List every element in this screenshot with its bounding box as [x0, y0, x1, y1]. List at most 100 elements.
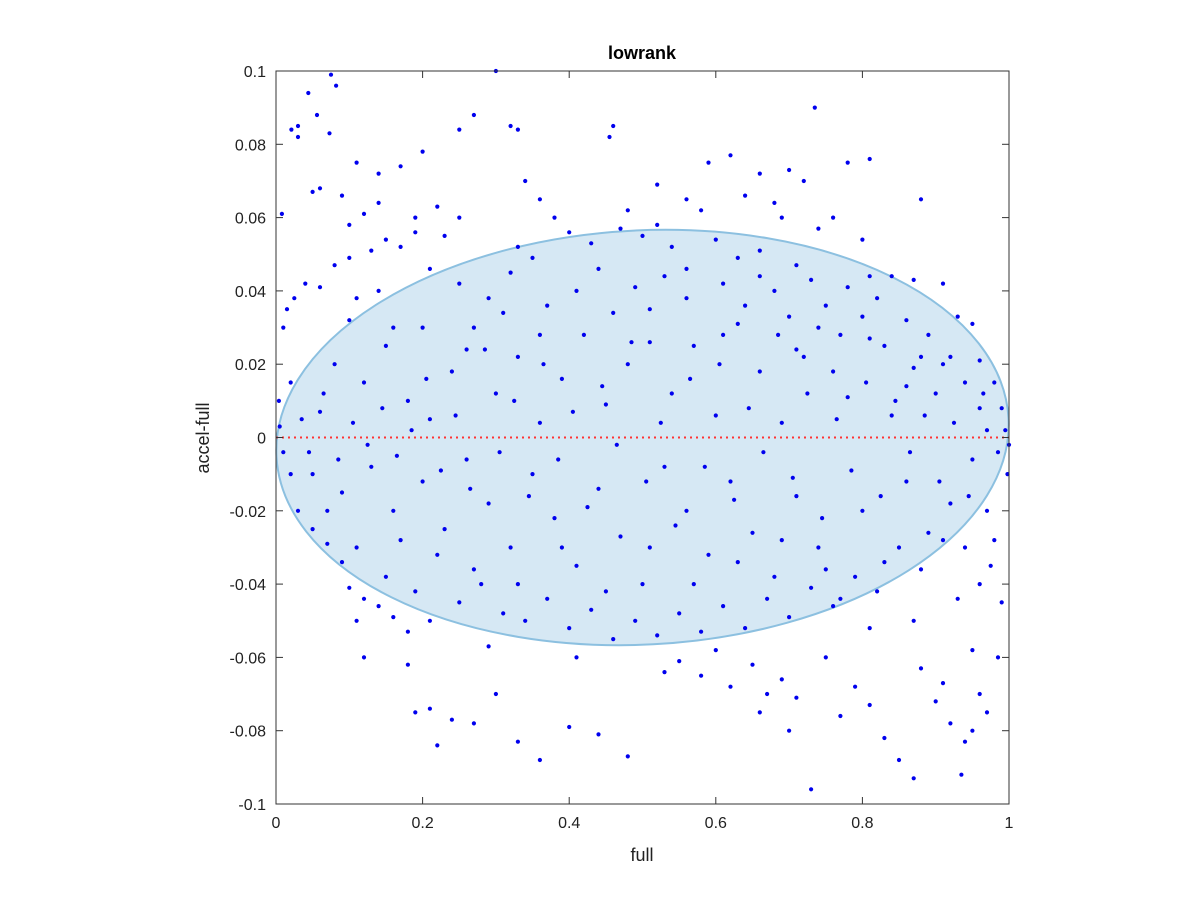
- data-point: [776, 332, 781, 337]
- data-point: [779, 538, 784, 543]
- data-point: [794, 347, 799, 352]
- data-point: [409, 428, 414, 433]
- data-point: [882, 735, 887, 741]
- data-point: [772, 288, 777, 293]
- data-point: [618, 226, 623, 231]
- data-point: [867, 156, 872, 162]
- data-point: [435, 204, 440, 209]
- data-point: [537, 332, 543, 337]
- data-point: [596, 266, 601, 271]
- data-point: [940, 362, 946, 367]
- data-point: [787, 615, 792, 620]
- data-point: [728, 684, 733, 689]
- data-point: [405, 398, 410, 403]
- data-point: [691, 582, 696, 587]
- y-tick-label: 0.1: [244, 64, 266, 81]
- data-point: [926, 332, 931, 337]
- data-point: [699, 629, 704, 634]
- data-point: [493, 391, 498, 396]
- data-point: [383, 343, 388, 348]
- data-point: [288, 472, 293, 477]
- data-point: [673, 523, 678, 528]
- data-point: [699, 673, 704, 678]
- y-tick-label: 0: [257, 431, 266, 448]
- data-point: [457, 281, 462, 286]
- data-point: [918, 567, 924, 572]
- data-point: [816, 226, 821, 231]
- data-point: [889, 413, 894, 418]
- data-point: [992, 380, 997, 385]
- y-tick-label: -0.08: [230, 724, 267, 741]
- data-point: [984, 428, 990, 433]
- data-point: [457, 600, 462, 605]
- data-point: [413, 215, 418, 220]
- data-point: [526, 494, 532, 499]
- data-point: [317, 186, 323, 191]
- data-point: [334, 83, 339, 88]
- data-point: [486, 296, 491, 301]
- data-point: [831, 604, 836, 609]
- data-point: [867, 274, 872, 279]
- x-axis-label: full: [630, 845, 653, 865]
- data-point: [893, 398, 898, 403]
- data-point: [911, 776, 916, 781]
- data-point: [940, 281, 946, 286]
- data-point: [508, 270, 513, 275]
- x-tick-label: 0.6: [705, 815, 727, 832]
- data-point: [420, 479, 425, 484]
- data-point: [706, 552, 711, 557]
- data-point: [995, 655, 1001, 660]
- data-point: [369, 248, 374, 253]
- data-point: [717, 362, 722, 367]
- data-point: [721, 604, 726, 609]
- data-point: [574, 288, 579, 293]
- data-point: [688, 376, 693, 381]
- data-point: [574, 563, 579, 568]
- data-point: [614, 442, 619, 447]
- data-point: [453, 413, 458, 418]
- data-point: [677, 611, 682, 616]
- data-point: [882, 343, 887, 348]
- data-point: [746, 406, 751, 411]
- data-point: [339, 560, 345, 565]
- data-point: [845, 160, 850, 165]
- data-point: [691, 343, 696, 348]
- data-point: [471, 721, 476, 726]
- data-point: [911, 618, 916, 623]
- data-point: [457, 127, 462, 132]
- data-point: [831, 369, 836, 374]
- data-point: [940, 538, 946, 543]
- data-point: [757, 369, 762, 374]
- data-point: [471, 567, 476, 572]
- data-point: [611, 310, 616, 315]
- data-point: [721, 332, 726, 337]
- data-point: [787, 314, 792, 319]
- data-point: [486, 644, 491, 649]
- data-point: [545, 303, 550, 308]
- data-point: [442, 527, 447, 532]
- data-point: [809, 787, 814, 792]
- data-point: [281, 325, 286, 330]
- y-tick-label: 0.04: [235, 284, 266, 301]
- data-point: [655, 633, 660, 638]
- data-point: [361, 380, 367, 385]
- data-point: [805, 391, 810, 396]
- y-tick-label: 0.08: [235, 137, 266, 154]
- data-point: [398, 244, 403, 249]
- data-point: [556, 457, 561, 462]
- data-point: [361, 596, 367, 601]
- data-point: [289, 127, 294, 132]
- data-point: [922, 413, 927, 418]
- data-point: [918, 354, 924, 359]
- data-point: [325, 541, 330, 546]
- data-point: [420, 325, 425, 330]
- data-point: [904, 318, 909, 323]
- data-point: [376, 171, 381, 176]
- data-point: [644, 479, 649, 484]
- data-point: [530, 255, 535, 260]
- data-point: [600, 384, 605, 389]
- data-point: [625, 362, 630, 367]
- data-point: [611, 637, 616, 642]
- x-tick-label: 0.8: [851, 815, 873, 832]
- data-point: [413, 710, 418, 715]
